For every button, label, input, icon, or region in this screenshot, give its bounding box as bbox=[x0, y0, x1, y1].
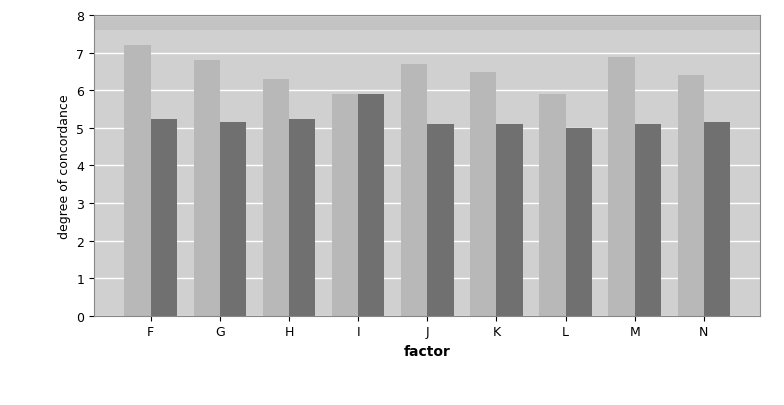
Bar bbox=[470, 72, 496, 316]
Bar bbox=[496, 125, 523, 316]
Bar bbox=[263, 80, 289, 316]
Y-axis label: degree of concordance: degree of concordance bbox=[58, 94, 71, 238]
Bar bbox=[125, 46, 151, 316]
Bar bbox=[358, 95, 384, 316]
Bar bbox=[704, 123, 730, 316]
Bar bbox=[194, 61, 220, 316]
Bar bbox=[220, 123, 246, 316]
Bar bbox=[565, 128, 592, 316]
Bar bbox=[427, 125, 454, 316]
X-axis label: factor: factor bbox=[404, 344, 451, 358]
Bar bbox=[151, 119, 177, 316]
Bar bbox=[332, 95, 358, 316]
Bar bbox=[289, 119, 315, 316]
Bar bbox=[94, 16, 760, 31]
Bar bbox=[677, 76, 704, 316]
Bar bbox=[401, 65, 427, 316]
Bar bbox=[635, 125, 661, 316]
Bar bbox=[608, 58, 635, 316]
Bar bbox=[539, 95, 565, 316]
